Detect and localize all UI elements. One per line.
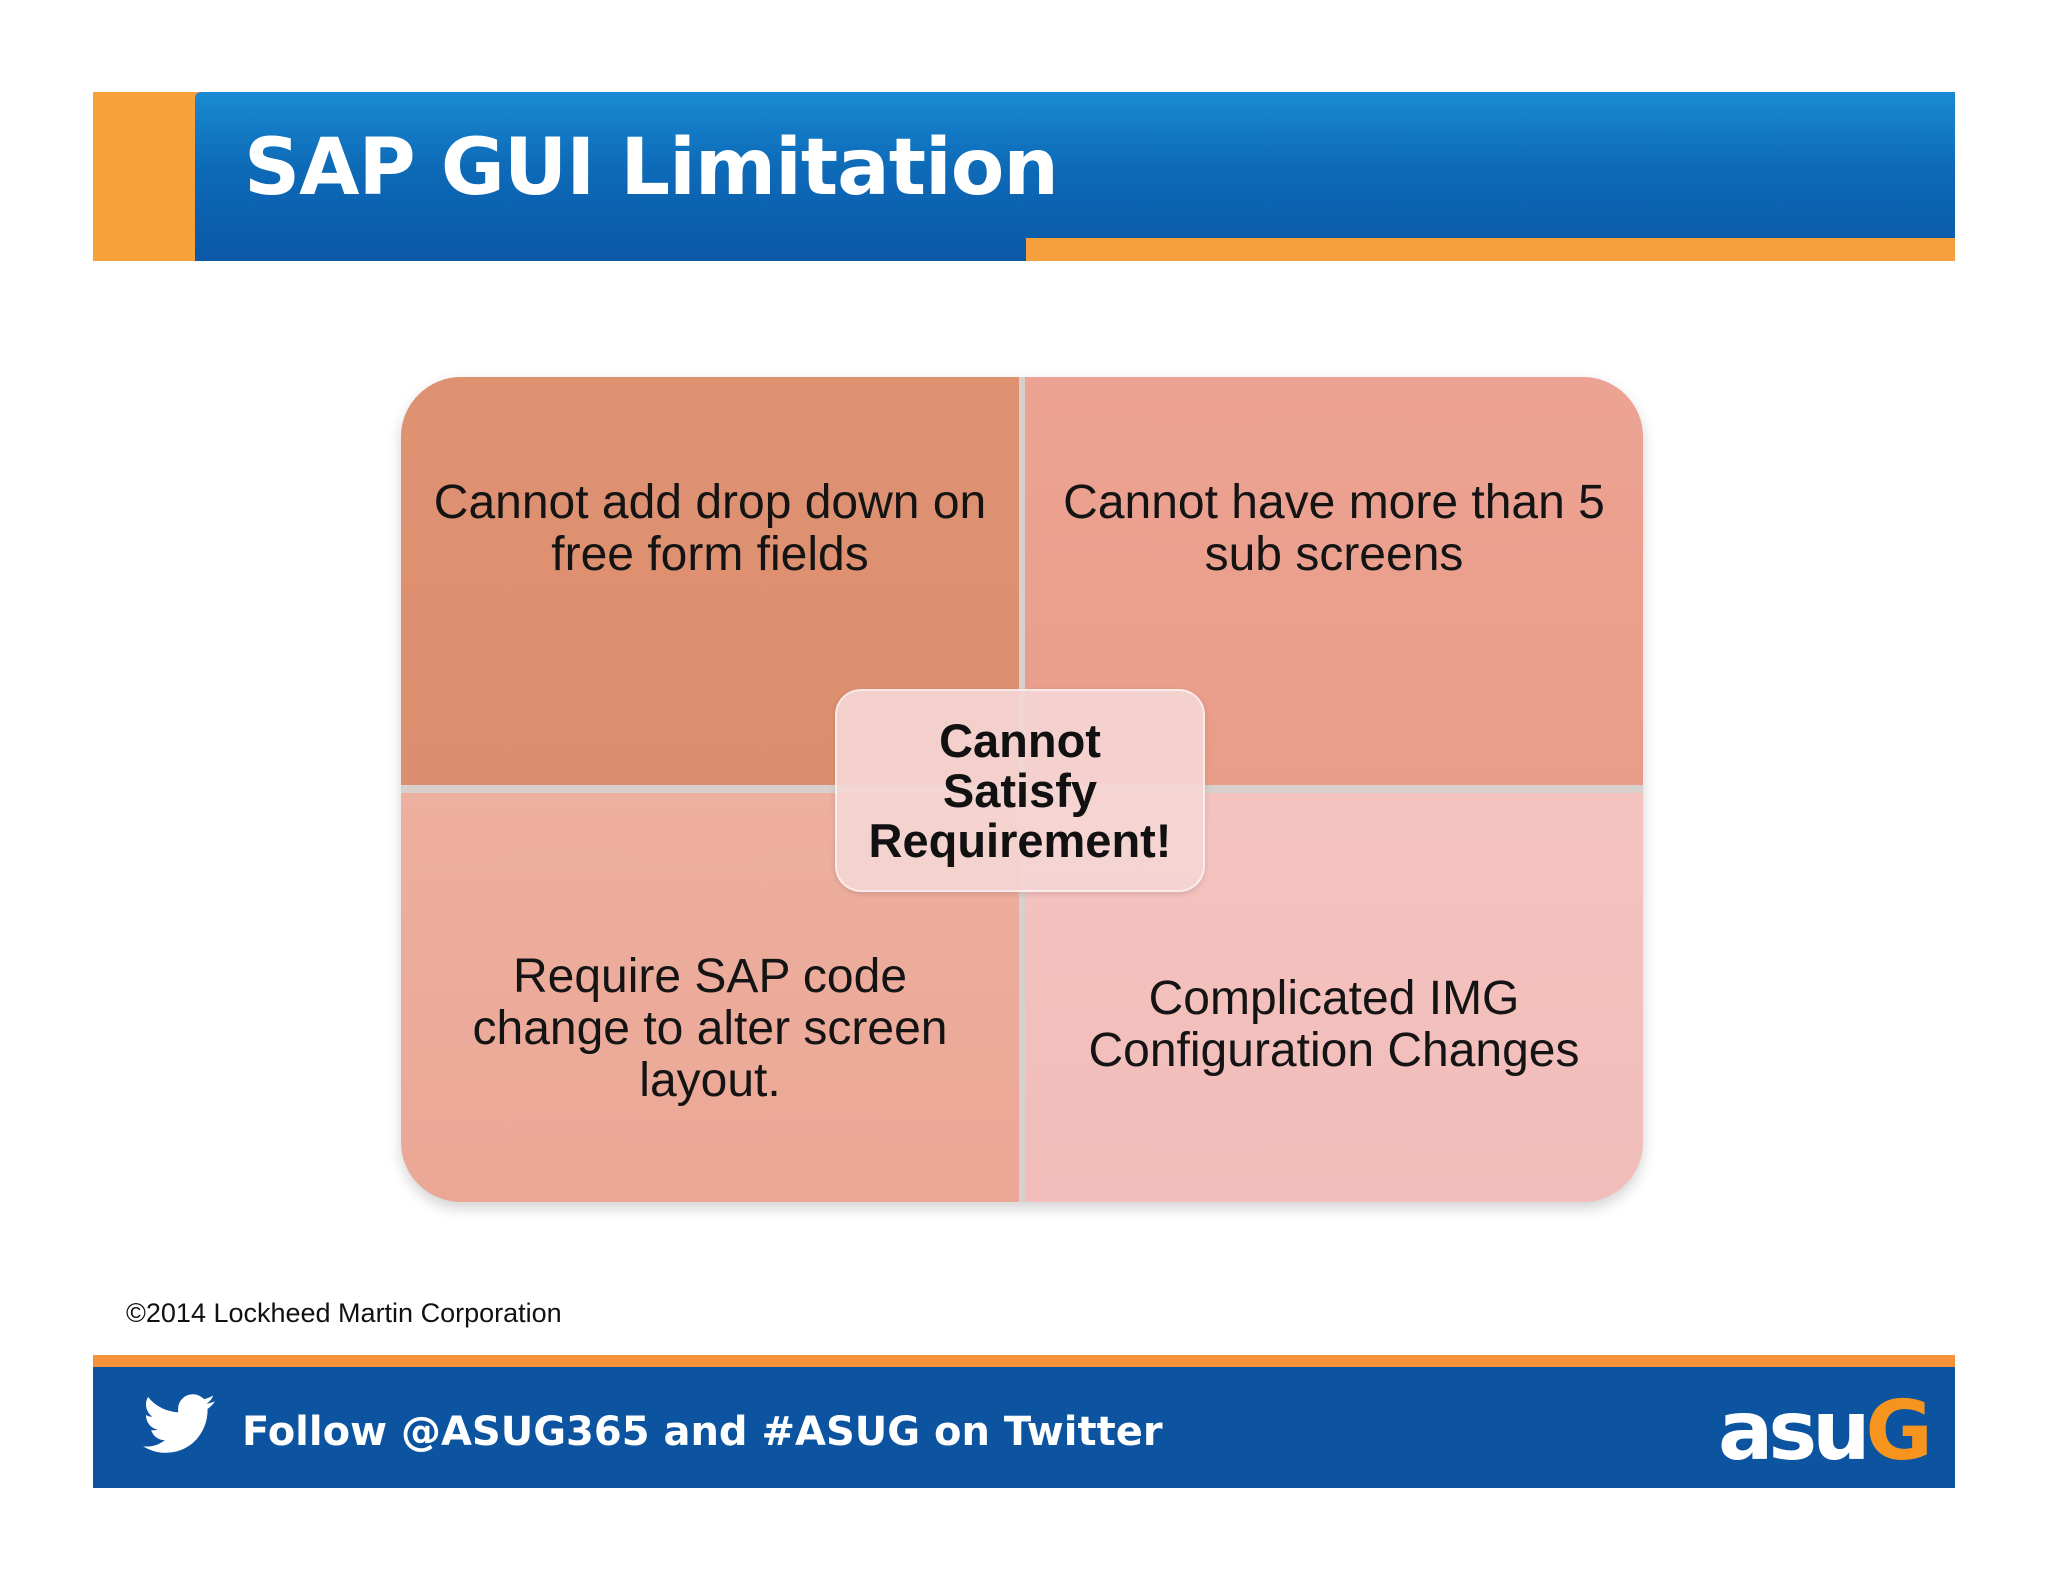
- center-text-line: Requirement!: [868, 813, 1172, 867]
- slide-title: SAP GUI Limitation: [244, 123, 1059, 213]
- twitter-bird-icon[interactable]: [143, 1394, 215, 1454]
- limitation-matrix: Cannot add drop down on free form fields…: [401, 377, 1643, 1202]
- quadrant-text-line: layout.: [639, 1054, 781, 1107]
- footer-orange-stripe: [93, 1355, 1955, 1367]
- asug-logo: asuG: [1718, 1391, 1933, 1473]
- quadrant-text-line: Complicated IMG: [1148, 972, 1520, 1025]
- header-orange-stripe: [1026, 238, 1955, 261]
- copyright-notice: ©2014 Lockheed Martin Corporation: [126, 1298, 562, 1328]
- quadrant-text-line: Require SAP code: [512, 950, 908, 1003]
- quadrant-text-line: change to alter screen: [472, 1002, 948, 1055]
- quadrant-text-line: free form fields: [551, 528, 869, 581]
- center-text-line: Satisfy: [942, 763, 1098, 817]
- quadrant-text-line: Cannot have more than 5: [1063, 476, 1605, 529]
- quadrant-bottom-left-text: Require SAP code change to alter screen …: [473, 951, 948, 1107]
- quadrant-bottom-right-text: Complicated IMG Configuration Changes: [1089, 973, 1580, 1077]
- header-orange-block: [93, 92, 203, 261]
- center-callout: Cannot Satisfy Requirement!: [835, 689, 1205, 892]
- quadrant-text-line: Configuration Changes: [1088, 1024, 1580, 1077]
- quadrant-top-right-text: Cannot have more than 5 sub screens: [1063, 477, 1605, 581]
- center-callout-text: Cannot Satisfy Requirement!: [868, 713, 1172, 867]
- asug-logo-main: asu: [1718, 1384, 1871, 1479]
- quadrant-text-line: Cannot add drop down on: [433, 476, 987, 529]
- header-blue-bar: [195, 92, 1955, 261]
- quadrant-text-line: sub screens: [1204, 528, 1464, 581]
- center-text-line: Cannot: [939, 713, 1101, 767]
- twitter-follow-text: Follow @ASUG365 and #ASUG on Twitter: [242, 1409, 1163, 1455]
- asug-logo-accent: G: [1865, 1384, 1933, 1479]
- quadrant-top-left-text: Cannot add drop down on free form fields: [434, 477, 986, 581]
- footer-bar: [93, 1367, 1955, 1488]
